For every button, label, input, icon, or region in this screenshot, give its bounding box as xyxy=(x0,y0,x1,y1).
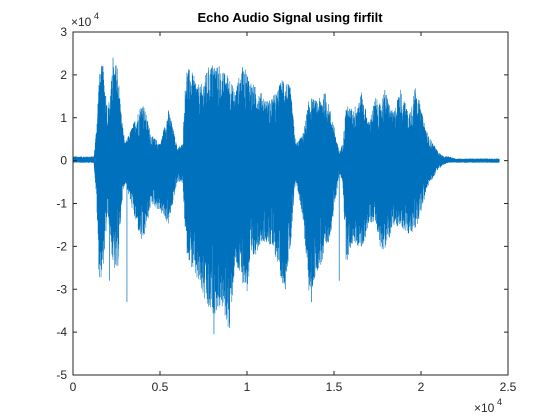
waveform-line xyxy=(72,65,500,327)
x-axis-exponent: ×10 4 xyxy=(474,397,502,415)
y-tick-label: 1 xyxy=(60,111,67,125)
x-tick-label: 1.5 xyxy=(326,380,343,394)
y-tick-label: -5 xyxy=(56,368,67,382)
y-tick-label: -1 xyxy=(56,197,67,211)
x-tick-label: 1 xyxy=(244,380,251,394)
y-tick-label: -4 xyxy=(56,325,67,339)
x-tick-label: 0 xyxy=(70,380,77,394)
y-axis-ticks: -5 -4 -3 -2 -1 0 1 2 3 xyxy=(56,25,508,382)
y-tick-label: 0 xyxy=(60,154,67,168)
axes-box xyxy=(72,31,509,376)
x-exponent-base: ×10 xyxy=(474,401,495,415)
x-exponent-power: 4 xyxy=(497,397,502,407)
y-tick-label: -3 xyxy=(56,282,67,296)
plot-area xyxy=(72,57,500,335)
chart-title: Echo Audio Signal using firfilt xyxy=(197,10,383,25)
y-axis-exponent: ×10 4 xyxy=(71,11,99,29)
x-tick-label: 2 xyxy=(418,380,425,394)
x-tick-label: 2.5 xyxy=(500,380,517,394)
x-tick-label: 0.5 xyxy=(152,380,169,394)
y-exponent-base: ×10 xyxy=(71,15,92,29)
y-tick-label: -2 xyxy=(56,239,67,253)
y-tick-label: 3 xyxy=(60,25,67,39)
y-exponent-power: 4 xyxy=(94,11,99,21)
y-tick-label: 2 xyxy=(60,68,67,82)
